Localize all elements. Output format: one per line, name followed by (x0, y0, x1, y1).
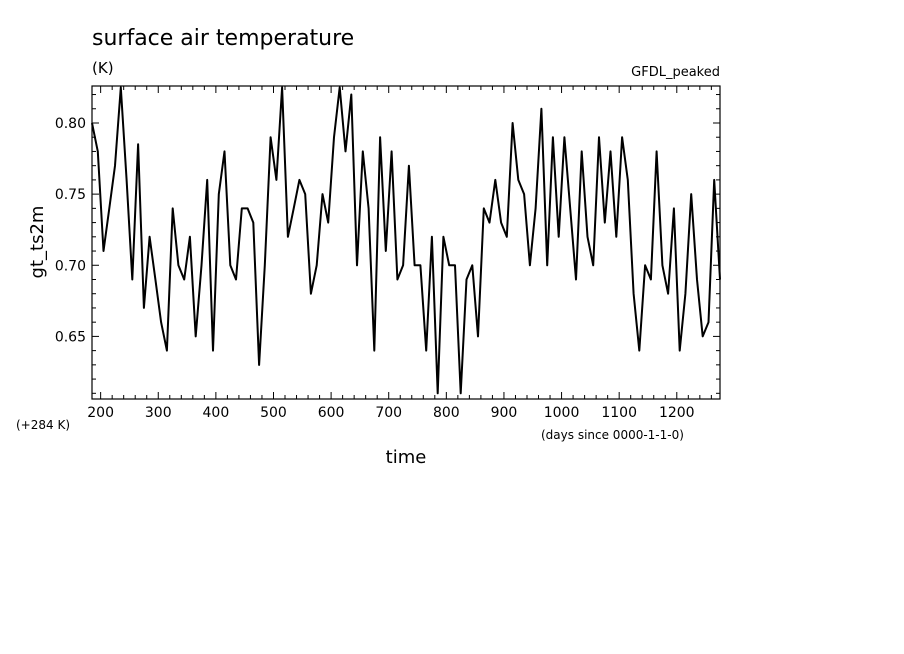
x-tick-label: 800 (433, 405, 460, 421)
y-tick-label: 0.80 (55, 116, 86, 132)
y-tick-label: 0.65 (55, 329, 86, 345)
x-tick-label: 900 (491, 405, 518, 421)
x-tick-label: 600 (318, 405, 345, 421)
x-tick-label: 500 (260, 405, 287, 421)
plot-frame (91, 85, 721, 400)
chart-units: (K) (92, 59, 114, 77)
y-axis-label: gt_ts2m (27, 206, 48, 279)
y-offset-label: (+284 K) (16, 418, 70, 432)
x-units-label: (days since 0000-1-1-0) (541, 428, 684, 442)
x-tick-label: 1000 (544, 405, 580, 421)
chart-title: surface air temperature (92, 26, 354, 51)
x-tick-label: 400 (203, 405, 230, 421)
dataset-tag: GFDL_peaked (631, 65, 720, 80)
x-tick-label: 300 (145, 405, 172, 421)
series-line (91, 86, 721, 395)
x-tick-label: 200 (87, 405, 114, 421)
x-axis-label: time (386, 447, 427, 468)
y-tick-label: 0.70 (55, 258, 86, 274)
x-tick-label: 700 (375, 405, 402, 421)
y-tick-label: 0.75 (55, 187, 86, 203)
x-tick-label: 1100 (601, 405, 637, 421)
x-tick-label: 1200 (659, 405, 695, 421)
axis-ticks: 200 300 400 500 600 700 800 900 1000 1100 1200 0.65… (55, 86, 720, 421)
